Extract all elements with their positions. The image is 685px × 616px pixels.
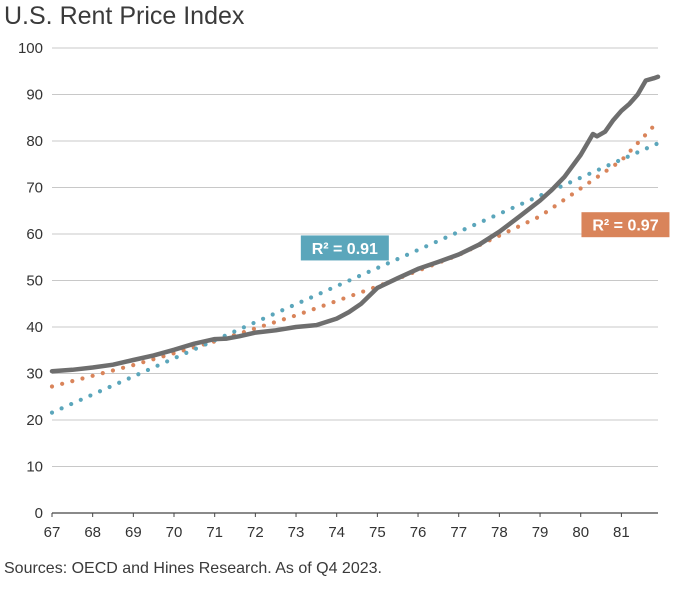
x-axis-labels: 67 68 69 70 71 72 73 74 75 76 77 78 79 80 81	[44, 524, 630, 541]
y-axis-labels: 0 10 20 30 40 50 60 70 80 90 100	[18, 40, 43, 522]
y-tick-label: 100	[18, 40, 43, 57]
y-tick-label: 40	[26, 319, 43, 336]
x-tick-label: 78	[491, 524, 508, 541]
gridlines	[51, 47, 658, 517]
series-lines	[49, 74, 661, 415]
annotations: R² = 0.91 R² = 0.97	[300, 212, 670, 261]
x-tick-label: 75	[369, 524, 386, 541]
y-tick-label: 50	[26, 273, 43, 290]
rent-index-line	[49, 74, 661, 374]
r-squared-label: R² = 0.97	[592, 218, 658, 235]
source-note: Sources: OECD and Hines Research. As of …	[4, 560, 382, 577]
r-squared-badge-0	[300, 235, 389, 261]
x-tick-label: 73	[288, 524, 305, 541]
r-squared-label: R² = 0.91	[312, 241, 378, 258]
x-tick-label: 76	[410, 524, 427, 541]
x-tick-label: 71	[206, 524, 223, 541]
x-tick-label: 69	[125, 524, 142, 541]
y-tick-label: 70	[26, 180, 43, 197]
y-tick-label: 20	[26, 412, 43, 429]
rent-price-chart: 0 10 20 30 40 50 60 70 80 90 100 67 68 69 70 71 72 73 74 7…	[18, 40, 670, 541]
y-tick-label: 90	[26, 87, 43, 104]
y-tick-label: 80	[26, 133, 43, 150]
y-tick-label: 60	[26, 226, 43, 243]
trend-line-1	[49, 141, 661, 415]
x-tick-label: 80	[572, 524, 589, 541]
x-tick-label: 79	[532, 524, 549, 541]
x-tick-label: 70	[166, 524, 183, 541]
x-tick-label: 74	[328, 524, 345, 541]
x-tick-label: 68	[84, 524, 101, 541]
x-tick-label: 72	[247, 524, 264, 541]
x-tick-label: 81	[613, 524, 630, 541]
y-tick-label: 0	[35, 505, 43, 522]
x-tick-label: 67	[44, 524, 61, 541]
y-tick-label: 30	[26, 366, 43, 383]
y-tick-label: 10	[26, 459, 43, 476]
r-squared-badge-1	[581, 212, 670, 238]
chart-title: U.S. Rent Price Index	[4, 2, 245, 30]
x-tick-label: 77	[450, 524, 467, 541]
